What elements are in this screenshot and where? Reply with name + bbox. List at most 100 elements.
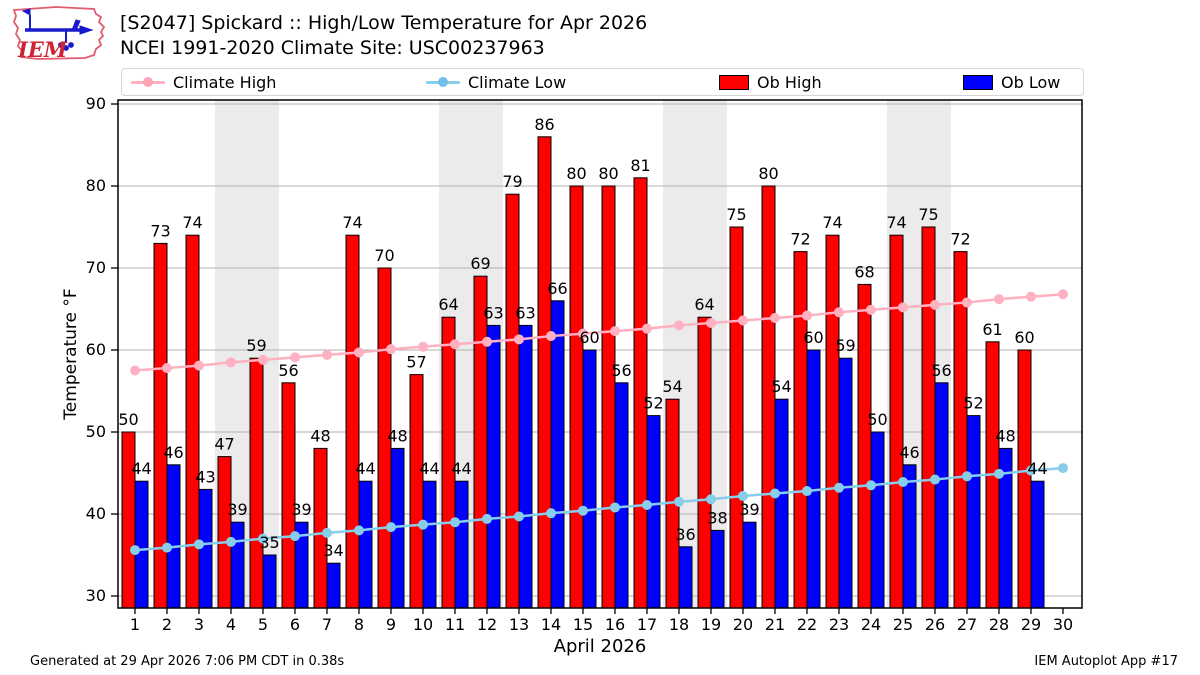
y-axis-label: Temperature °F [61, 288, 81, 420]
ob-low-bar [1030, 480, 1045, 609]
climate-high-marker [290, 352, 300, 363]
ob-low-bar [422, 480, 437, 609]
legend-label-climate-high: Climate High [173, 72, 277, 92]
ob-high-label: 48 [310, 426, 330, 445]
ob-high-label: 79 [502, 172, 522, 191]
ob-high-bar [761, 185, 776, 609]
climate-low-marker [866, 480, 876, 491]
x-tick-label: 25 [893, 615, 913, 634]
ob-low-label: 54 [771, 377, 791, 396]
ob-low-bar [518, 324, 533, 609]
page-title: [S2047] Spickard :: High/Low Temperature… [120, 12, 648, 34]
ob-low-label: 44 [451, 459, 471, 478]
ob-low-label: 59 [835, 336, 855, 355]
ob-low-label: 46 [899, 443, 919, 462]
climate-high-marker [738, 315, 748, 326]
x-tick-label: 9 [386, 615, 396, 634]
climate-high-marker [258, 354, 268, 365]
ob-low-bar [614, 382, 629, 609]
climate-low-marker [610, 502, 620, 513]
ob-low-label: 36 [675, 525, 695, 544]
climate-low-marker [1026, 465, 1036, 476]
ob-low-label: 48 [387, 426, 407, 445]
ob-high-label: 75 [918, 205, 938, 224]
ob-high-bar [185, 234, 200, 609]
ob-low-label: 44 [419, 459, 439, 478]
ob-high-label: 86 [534, 115, 554, 134]
climate-low-marker [418, 519, 428, 530]
x-tick-label: 21 [765, 615, 785, 634]
ob-high-label: 72 [950, 230, 970, 249]
iowa-outline-icon: IEM [12, 6, 106, 62]
ob-high-label: 64 [438, 295, 458, 314]
climate-low-marker [802, 486, 812, 497]
climate-low-marker [738, 490, 748, 501]
climate-low-marker [1058, 463, 1068, 474]
ob-high-label: 80 [598, 164, 618, 183]
climate-low-marker [194, 539, 204, 550]
ob-high-label: 72 [790, 230, 810, 249]
ob-high-bar [345, 234, 360, 609]
x-tick-label: 27 [957, 615, 977, 634]
climate-high-line [134, 292, 1064, 372]
climate-high-marker [194, 360, 204, 371]
ob-low-label: 39 [739, 500, 759, 519]
x-tick-label: 22 [797, 615, 817, 634]
climate-high-marker [642, 323, 652, 334]
weather-vane-icon [21, 8, 94, 51]
climate-low-marker [450, 517, 460, 528]
ob-high-bar [409, 374, 424, 609]
ob-low-label: 48 [995, 426, 1015, 445]
climate-high-marker [162, 363, 172, 374]
ob-low-bar [742, 521, 757, 609]
climate-high-marker [962, 297, 972, 308]
ob-low-bar [774, 398, 789, 609]
ob-low-label: 44 [1027, 459, 1047, 478]
ob-high-label: 74 [182, 213, 202, 232]
climate-high-marker [226, 357, 236, 368]
ob-low-bar [934, 382, 949, 609]
climate-low-marker [674, 496, 684, 507]
climate-low-marker [994, 468, 1004, 479]
x-tick-label: 24 [861, 615, 881, 634]
ob-low-bar [582, 349, 597, 609]
ob-high-bar [793, 251, 808, 609]
x-tick-label: 12 [477, 615, 497, 634]
x-tick-label: 3 [194, 615, 204, 634]
y-tick-label: 60 [86, 340, 106, 359]
climate-low-marker [290, 531, 300, 542]
temperature-chart: 5044734674434739593556394834744470485744… [61, 95, 1083, 657]
ob-low-bar [806, 349, 821, 609]
legend-label-climate-low: Climate Low [468, 72, 567, 92]
ob-high-label: 47 [214, 435, 234, 454]
ob-low-label: 50 [867, 410, 887, 429]
legend-label-ob-high: Ob High [757, 72, 822, 92]
x-tick-label: 30 [1053, 615, 1073, 634]
chart-legend: Climate High Climate Low Ob High Ob Low [121, 68, 1084, 96]
ob-low-label: 39 [291, 500, 311, 519]
y-tick-label: 50 [86, 422, 106, 441]
climate-low-marker [898, 477, 908, 488]
climate-low-marker [130, 545, 140, 556]
ob-low-bar [454, 480, 469, 609]
y-tick-label: 70 [86, 258, 106, 277]
ob-high-label: 57 [406, 353, 426, 372]
ob-high-bar [473, 275, 488, 609]
ob-low-label: 63 [515, 303, 535, 322]
x-tick-label: 26 [925, 615, 945, 634]
ob-high-bar [729, 226, 744, 609]
ob-high-bar [569, 185, 584, 609]
climate-high-marker [482, 336, 492, 347]
climate-high-marker [610, 326, 620, 337]
climate-low-marker [482, 513, 492, 524]
climate-high-marker [130, 365, 140, 376]
plot-border [117, 99, 1083, 609]
ob-high-label: 74 [822, 213, 842, 232]
climate-low-marker [258, 533, 268, 544]
x-tick-label: 6 [290, 615, 300, 634]
x-tick-label: 5 [258, 615, 268, 634]
ob-low-bar [358, 480, 373, 609]
climate-low-marker [226, 536, 236, 547]
ob-low-bar [550, 300, 565, 609]
climate-high-marker [1026, 291, 1036, 302]
